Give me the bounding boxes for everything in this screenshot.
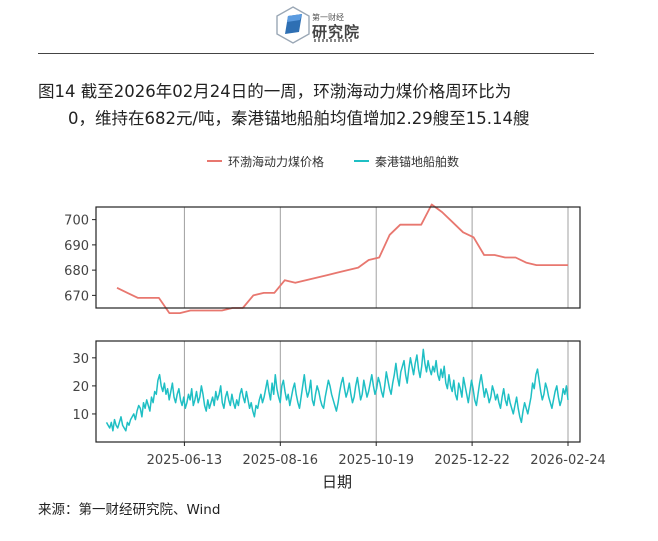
ships-series-line — [105, 348, 569, 432]
header-rule — [38, 53, 594, 54]
x-tick-label-3: 2025-12-22 — [434, 453, 510, 468]
legend-label-ships: 秦港锚地船舶数 — [375, 154, 459, 169]
x-tick-label-1: 2025-08-16 — [243, 453, 319, 468]
x-axis-label: 日期 — [322, 473, 352, 491]
x-tick-label-4: 2026-02-24 — [530, 453, 606, 468]
x-tick-label-2: 2025-10-19 — [338, 453, 414, 468]
x-axis: 2025-06-13 2025-08-16 2025-10-19 2025-12-22… — [147, 442, 606, 468]
header: 第一财经 研究院 — [0, 0, 658, 54]
panel-frame — [95, 340, 581, 443]
chart-legend: 环渤海动力煤价格 秦港锚地船舶数 — [207, 154, 459, 169]
caption-line-2: 0，维持在682元/吨，秦港锚地船舶均值增加2.29艘至15.14艘 — [68, 109, 530, 128]
source-note: 来源：第一财经研究院、Wind — [38, 502, 221, 518]
panel-frame — [95, 206, 581, 309]
logo-big-text: 研究院 — [312, 23, 361, 41]
x-tick-label-0: 2025-06-13 — [147, 453, 223, 468]
ships-panel: 10 20 30 — [72, 340, 581, 443]
y-tick-label-0: 670 — [64, 289, 89, 304]
y-tick-label-2: 690 — [64, 239, 89, 254]
caption-line-1: 图14 截至2026年02月24日的一周，环渤海动力煤价格周环比为 — [38, 82, 512, 101]
y-tick-label-1: 20 — [72, 380, 89, 395]
y-tick-label-3: 700 — [64, 214, 89, 229]
logo-small-text: 第一财经 — [312, 13, 344, 22]
logo: 第一财经 研究院 — [276, 6, 386, 46]
price-panel: 670 680 690 700 — [64, 203, 581, 315]
y-tick-label-1: 680 — [64, 264, 89, 279]
figure-caption: 图14 截至2026年02月24日的一周，环渤海动力煤价格周环比为 0，维持在6… — [38, 78, 628, 132]
y-tick-label-2: 30 — [72, 352, 89, 367]
logo-subtext-decoration — [314, 39, 354, 42]
legend-label-price: 环渤海动力煤价格 — [228, 154, 324, 169]
y-tick-label-0: 10 — [72, 408, 89, 423]
logo-mark-icon — [276, 6, 310, 44]
price-series-line — [116, 203, 568, 315]
